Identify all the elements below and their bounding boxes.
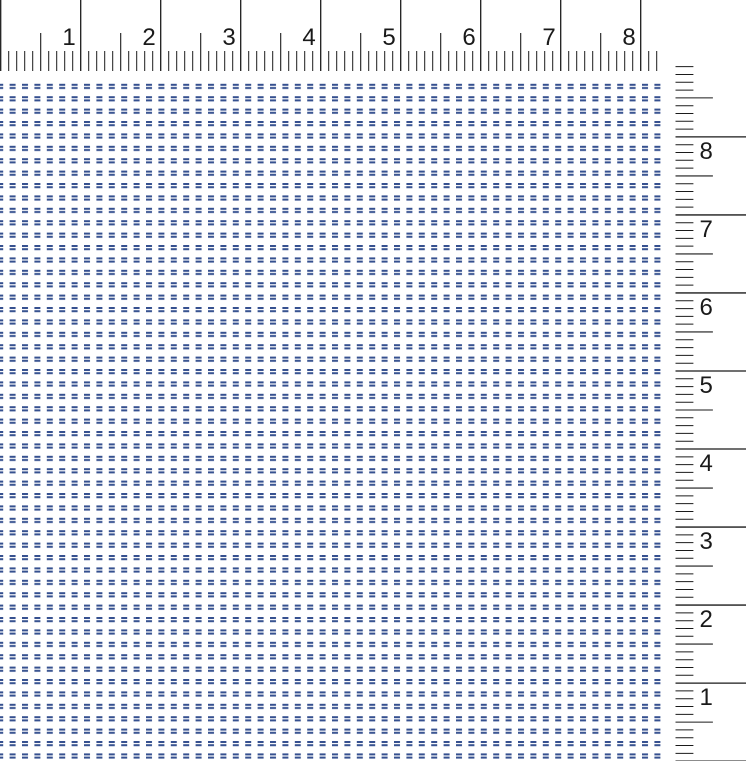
svg-text:8: 8 xyxy=(622,24,635,51)
svg-text:1: 1 xyxy=(62,24,75,51)
svg-text:2: 2 xyxy=(700,606,713,633)
svg-text:4: 4 xyxy=(700,450,713,477)
svg-text:8: 8 xyxy=(700,138,713,165)
svg-text:5: 5 xyxy=(382,24,395,51)
svg-text:1: 1 xyxy=(700,684,713,711)
svg-text:6: 6 xyxy=(700,294,713,321)
svg-text:2: 2 xyxy=(142,24,155,51)
svg-text:3: 3 xyxy=(700,528,713,555)
svg-text:5: 5 xyxy=(700,372,713,399)
svg-text:7: 7 xyxy=(700,216,713,243)
svg-text:6: 6 xyxy=(462,24,475,51)
svg-text:4: 4 xyxy=(302,24,315,51)
svg-text:7: 7 xyxy=(542,24,555,51)
svg-text:3: 3 xyxy=(222,24,235,51)
